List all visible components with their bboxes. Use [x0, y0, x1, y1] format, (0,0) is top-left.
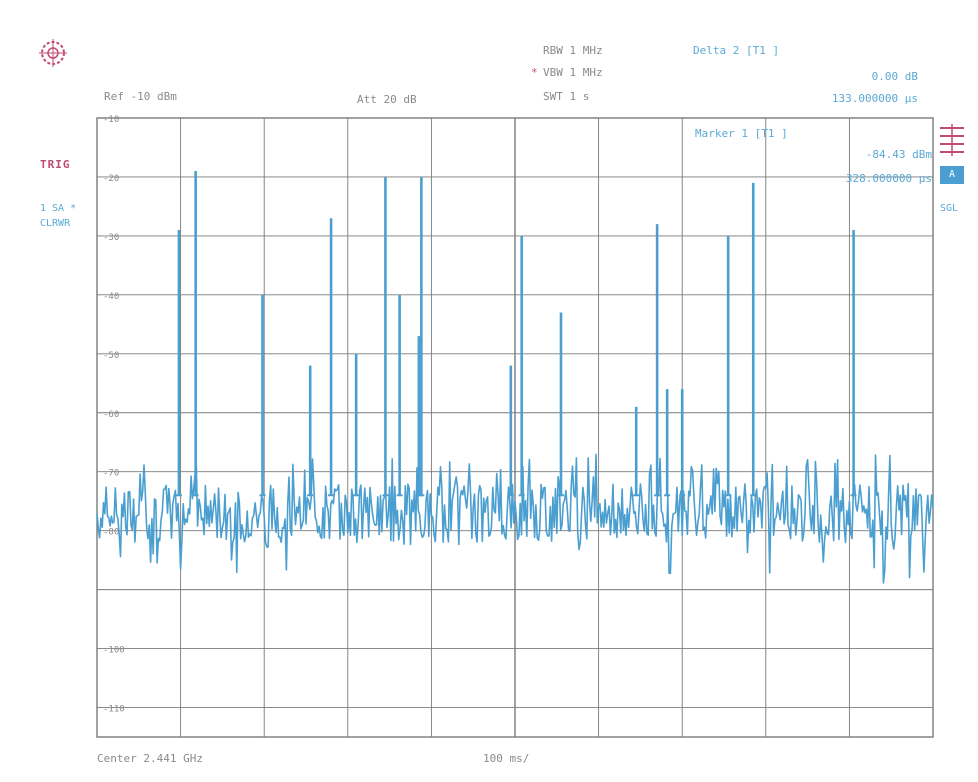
y-tick-label: -30 [103, 233, 119, 243]
y-tick-label: -40 [103, 292, 119, 302]
marker-title: Marker 1 [T1 ] [695, 127, 788, 140]
delta-marker-title: Delta 2 [T1 ] [693, 44, 780, 57]
vbw-label: VBW 1 MHz [543, 66, 603, 79]
delta-marker-level: 0.00 dB [871, 70, 918, 83]
y-tick-label: -70 [103, 469, 119, 479]
rbw-label: RBW 1 MHz [543, 44, 603, 57]
y-tick-label: -50 [103, 351, 119, 361]
y-tick-label: -10 [103, 115, 119, 125]
attenuation-label: Att 20 dB [357, 93, 417, 106]
trace-noise [96, 453, 934, 584]
grid-layer [96, 117, 934, 738]
marker-time: 328.000000 µs [845, 172, 932, 185]
single-sweep-label: SGL [940, 203, 959, 214]
center-frequency-label: Center 2.441 GHz [97, 752, 203, 765]
y-tick-label: -60 [103, 410, 119, 420]
marker-level: -84.43 dBm [865, 148, 932, 161]
y-tick-label: -20 [103, 174, 119, 184]
reference-level-label: Ref -10 dBm [104, 90, 177, 103]
y-tick-labels: -10 -20 -30 -40 -50 -60 -70 -80 -100 -110 [103, 115, 125, 715]
display-line-indicator-icon [940, 124, 964, 160]
trigger-indicator: TRIG [40, 158, 71, 171]
delta-marker-time: 133.000000 µs [831, 92, 918, 105]
trace-mode-label: 1 SA * [40, 203, 77, 214]
time-per-division-label: 100 ms/ [483, 752, 530, 765]
trace-layer [96, 171, 934, 584]
y-tick-label: -100 [103, 646, 125, 656]
rohde-schwarz-logo-icon [37, 37, 69, 69]
sweep-time-label: SWT 1 s [543, 90, 590, 103]
y-tick-label: -80 [103, 528, 119, 538]
y-tick-label: -110 [103, 705, 125, 715]
trace-clear-write-label: CLRWR [40, 218, 71, 229]
trace-a-badge: A [940, 166, 964, 184]
vbw-modified-marker: * [531, 66, 538, 79]
